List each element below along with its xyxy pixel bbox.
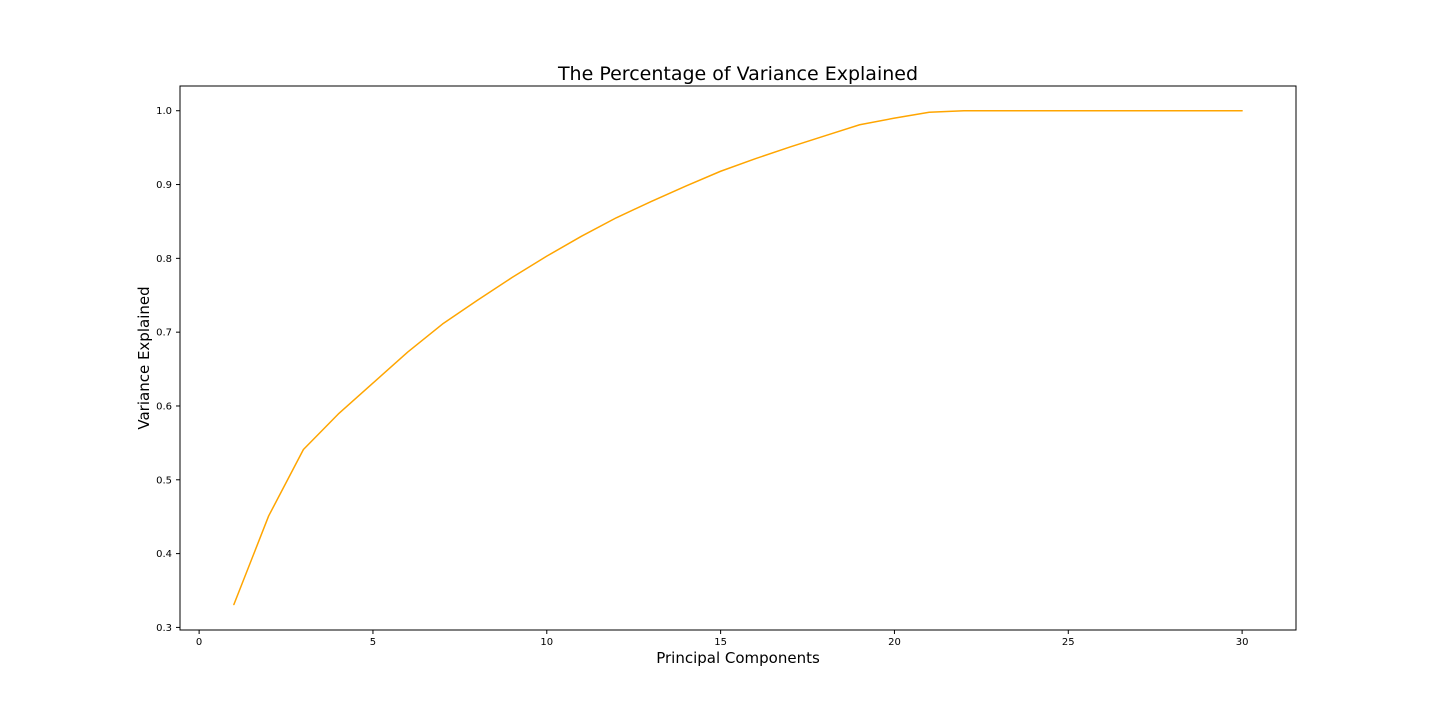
plot-series: [233, 109, 1243, 606]
axis-ticks: 0 5 10 15 20 25 30 0.3 0.4 0.5 0.6 0.7 0.8 0.9 1.0: [156, 106, 1248, 648]
x-tick-label: 5: [370, 637, 376, 648]
y-tick-label: 0.4: [156, 549, 172, 560]
y-tick-label: 0.3: [156, 623, 172, 634]
y-tick-label: 0.5: [156, 475, 172, 486]
plot-area-frame: [179, 85, 1297, 631]
y-axis-label: Variance Explained: [135, 286, 153, 429]
y-tick-label: 0.9: [156, 180, 172, 191]
x-tick-label: 15: [714, 637, 727, 648]
y-tick-label: 0.7: [156, 328, 172, 339]
y-tick-label: 0.8: [156, 254, 172, 265]
x-tick-label: 30: [1236, 637, 1249, 648]
y-tick-label: 1.0: [156, 106, 172, 117]
x-tick-label: 0: [196, 637, 202, 648]
x-tick-label: 10: [540, 637, 553, 648]
y-tick-label: 0.6: [156, 401, 172, 412]
x-axis-label: Principal Components: [656, 649, 820, 667]
x-tick-label: 20: [888, 637, 901, 648]
chart-title: The Percentage of Variance Explained: [557, 63, 918, 85]
x-tick-label: 25: [1062, 637, 1075, 648]
variance-explained-line: [233, 109, 1243, 606]
